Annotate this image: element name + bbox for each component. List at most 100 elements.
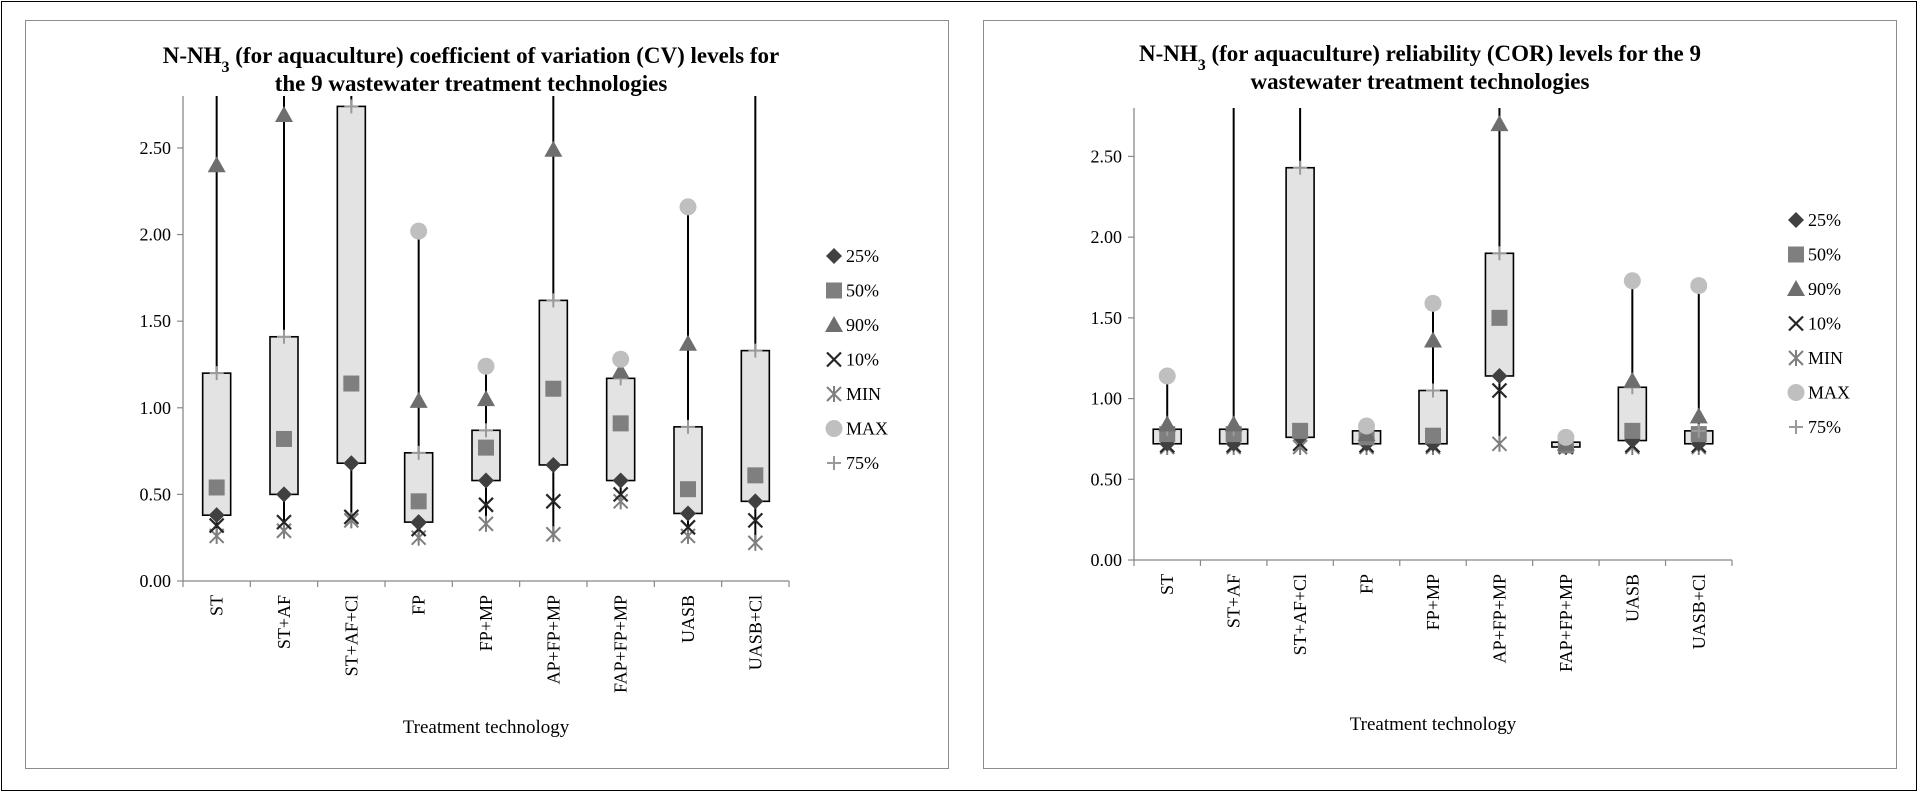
- cv-legend-label-p25: 25%: [846, 246, 879, 266]
- cv-max-marker-fp: [410, 222, 428, 240]
- cv-chart: N-NH3 (for aquaculture) coefficient of v…: [140, 43, 889, 738]
- cv-category-label-7: UASB: [678, 595, 698, 643]
- cor-ytick-label-0: 0.00: [1091, 550, 1123, 570]
- cor-p75-marker-st-af-cl: [1293, 160, 1308, 175]
- cv-min-marker-fp-mp: [478, 515, 494, 532]
- cor-category-label-4: FP+MP: [1423, 574, 1443, 630]
- cv-p50-marker-uasb: [680, 481, 696, 498]
- cv-min-marker-st-af: [276, 522, 292, 539]
- cor-title-line2: wastewater treatment technologies: [1251, 69, 1590, 94]
- cv-title-line2: the 9 wastewater treatment technologies: [275, 71, 668, 96]
- cv-p90-marker-st-af: [275, 106, 293, 123]
- cv-p10-marker-ap-fp-mp: [545, 493, 562, 510]
- cv-category-label-3: FP: [409, 595, 429, 615]
- cor-legend-label-p75: 75%: [1808, 417, 1841, 437]
- cv-min-marker-uasb-cl: [747, 534, 764, 551]
- cv-ytick-label-0: 0.00: [140, 571, 172, 591]
- cv-plot-area: [201, 96, 771, 551]
- cv-p25-marker-st-af: [276, 486, 292, 503]
- cv-legend-label-max: MAX: [846, 419, 888, 439]
- cor-plot-area: [1152, 108, 1714, 455]
- cv-min-marker-fp: [410, 529, 427, 546]
- cv-p75-marker-st-af-cl: [344, 99, 359, 114]
- cv-p25-marker-uasb: [680, 505, 696, 522]
- cv-p50-marker-fp: [410, 493, 427, 510]
- cor-category-label-1: ST+AF: [1224, 574, 1244, 628]
- cv-box-st-af-cl: [336, 105, 367, 465]
- cor-min-marker-ap-fp-mp: [1491, 435, 1508, 452]
- cv-p75-marker-uasb: [681, 419, 695, 434]
- cv-p25-marker-ap-fp-mp: [545, 456, 562, 473]
- cor-chart-panel: N-NH3 (for aquaculture) reliability (COR…: [983, 20, 1897, 769]
- cv-p25-marker-fp: [410, 514, 427, 531]
- cor-p50-marker-uasb: [1624, 422, 1641, 439]
- cor-category-label-5: AP+FP+MP: [1489, 574, 1509, 663]
- cor-p90-marker-st-af: [1224, 415, 1243, 432]
- cv-min-marker-st-af-cl: [343, 512, 360, 529]
- cor-legend-marker-p50: [1788, 246, 1804, 263]
- cv-category-label-1: ST+AF: [274, 595, 294, 649]
- cv-p75-marker-fp: [411, 445, 426, 460]
- cv-legend-marker-p25: [826, 248, 842, 264]
- cv-ytick-label-2: 1.00: [140, 398, 172, 418]
- cv-p25-marker-uasb-cl: [747, 493, 764, 510]
- cv-p25-marker-st: [208, 507, 225, 524]
- cv-p90-marker-fp-mp: [477, 390, 495, 407]
- cv-min-marker-fap-fp-mp: [612, 493, 629, 510]
- cv-p75-marker-st-af: [277, 329, 291, 344]
- cv-legend-marker-p75: [827, 456, 841, 470]
- cv-box-uasb: [673, 426, 703, 515]
- cor-legend-label-min: MIN: [1808, 348, 1843, 368]
- cv-min-marker-uasb: [680, 527, 696, 544]
- cor-p90-marker-uasb: [1623, 371, 1642, 388]
- cv-x-axis-title: Treatment technology: [403, 717, 570, 738]
- cor-max-marker-uasb-cl: [1690, 277, 1708, 295]
- cv-category-label-4: FP+MP: [476, 595, 496, 651]
- cv-legend-marker-max: [825, 420, 843, 437]
- cor-legend-marker-p25: [1788, 212, 1804, 228]
- cv-ytick-label-4: 2.00: [140, 225, 172, 245]
- cor-p10-marker-ap-fp-mp: [1491, 382, 1508, 399]
- cv-ytick-label-3: 1.50: [140, 311, 172, 331]
- cv-ytick-label-1: 0.50: [140, 484, 172, 504]
- cv-legend-marker-min: [826, 386, 842, 402]
- cor-legend-marker-min: [1788, 350, 1804, 366]
- cv-p50-marker-st-af: [276, 430, 292, 447]
- cv-p10-marker-st: [208, 517, 225, 534]
- cv-p10-marker-uasb: [680, 519, 696, 536]
- cv-p90-marker-fp: [409, 391, 428, 408]
- cv-legend-label-p75: 75%: [846, 453, 879, 473]
- cor-p75-marker-ap-fp-mp: [1492, 246, 1507, 261]
- cv-p25-marker-fap-fp-mp: [612, 472, 629, 489]
- cv-legend-label-p50: 50%: [846, 281, 879, 301]
- cv-box-fp: [403, 452, 434, 523]
- cor-ytick-label-1: 0.50: [1091, 469, 1123, 489]
- cv-p50-marker-fp-mp: [478, 439, 494, 456]
- cor-p90-marker-st: [1158, 415, 1177, 432]
- cor-legend-label-p90: 90%: [1808, 279, 1841, 299]
- cv-title-line1: N-NH3 (for aquaculture) coefficient of v…: [163, 43, 780, 76]
- cor-legend-marker-p75: [1789, 420, 1803, 434]
- cor-p75-marker-fp-mp: [1426, 383, 1440, 398]
- cor-p75-marker-uasb-cl: [1691, 423, 1706, 438]
- cor-box-st-af-cl: [1285, 166, 1315, 439]
- cor-p50-marker-fp-mp: [1425, 427, 1441, 444]
- cor-category-label-3: FP: [1357, 574, 1377, 594]
- cv-p50-marker-st: [208, 479, 225, 496]
- cv-p50-marker-fap-fp-mp: [612, 415, 629, 432]
- cor-legend-label-p10: 10%: [1808, 314, 1841, 334]
- cv-p10-marker-uasb-cl: [747, 512, 764, 529]
- cv-legend-label-p90: 90%: [846, 315, 879, 335]
- cv-p75-marker-st: [209, 366, 224, 381]
- cv-box-st-af: [269, 335, 299, 496]
- cor-p25-marker-ap-fp-mp: [1491, 367, 1508, 384]
- cor-category-label-6: FAP+FP+MP: [1556, 574, 1576, 672]
- cv-p50-marker-uasb-cl: [747, 467, 764, 484]
- cor-ytick-label-3: 1.50: [1091, 308, 1123, 328]
- cv-p10-marker-fap-fp-mp: [612, 486, 629, 503]
- cv-chart-panel: N-NH3 (for aquaculture) coefficient of v…: [25, 20, 949, 769]
- cv-ytick-label-5: 2.50: [140, 138, 172, 158]
- cv-max-marker-fap-fp-mp: [612, 350, 630, 368]
- cor-p90-marker-fp-mp: [1424, 331, 1442, 348]
